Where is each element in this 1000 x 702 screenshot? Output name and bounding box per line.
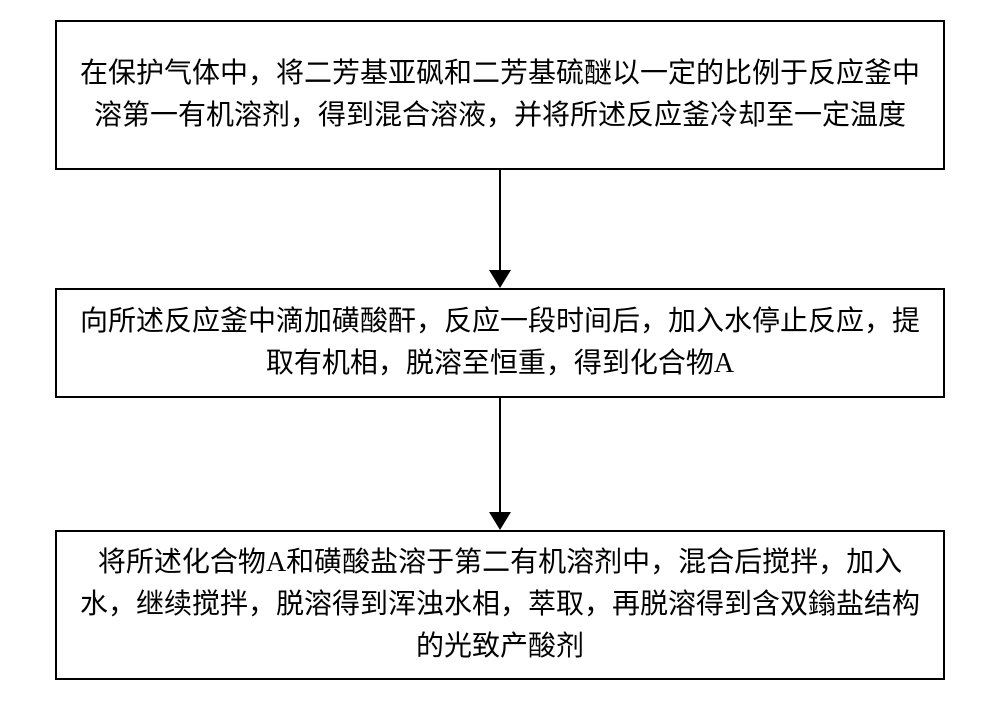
flow-step-2: 向所述反应釜中滴加磺酸酐，反应一段时间后，加入水停止反应，提取有机相，脱溶至恒重… — [55, 288, 945, 398]
flow-step-1-text: 在保护气体中，将二芳基亚砜和二芳基硫醚以一定的比例于反应釜中溶第一有机溶剂，得到… — [77, 53, 923, 137]
flow-step-1: 在保护气体中，将二芳基亚砜和二芳基硫醚以一定的比例于反应釜中溶第一有机溶剂，得到… — [55, 20, 945, 170]
arrow-2-line — [499, 398, 501, 512]
arrow-1-head — [489, 270, 511, 288]
arrow-2-head — [489, 512, 511, 530]
flow-step-3-text: 将所述化合物A和磺酸盐溶于第二有机溶剂中，混合后搅拌，加入水，继续搅拌，脱溶得到… — [77, 542, 923, 668]
flow-step-2-text: 向所述反应釜中滴加磺酸酐，反应一段时间后，加入水停止反应，提取有机相，脱溶至恒重… — [77, 301, 923, 385]
flow-step-3: 将所述化合物A和磺酸盐溶于第二有机溶剂中，混合后搅拌，加入水，继续搅拌，脱溶得到… — [55, 530, 945, 680]
arrow-1-line — [499, 170, 501, 270]
flowchart-container: 在保护气体中，将二芳基亚砜和二芳基硫醚以一定的比例于反应釜中溶第一有机溶剂，得到… — [0, 0, 1000, 702]
